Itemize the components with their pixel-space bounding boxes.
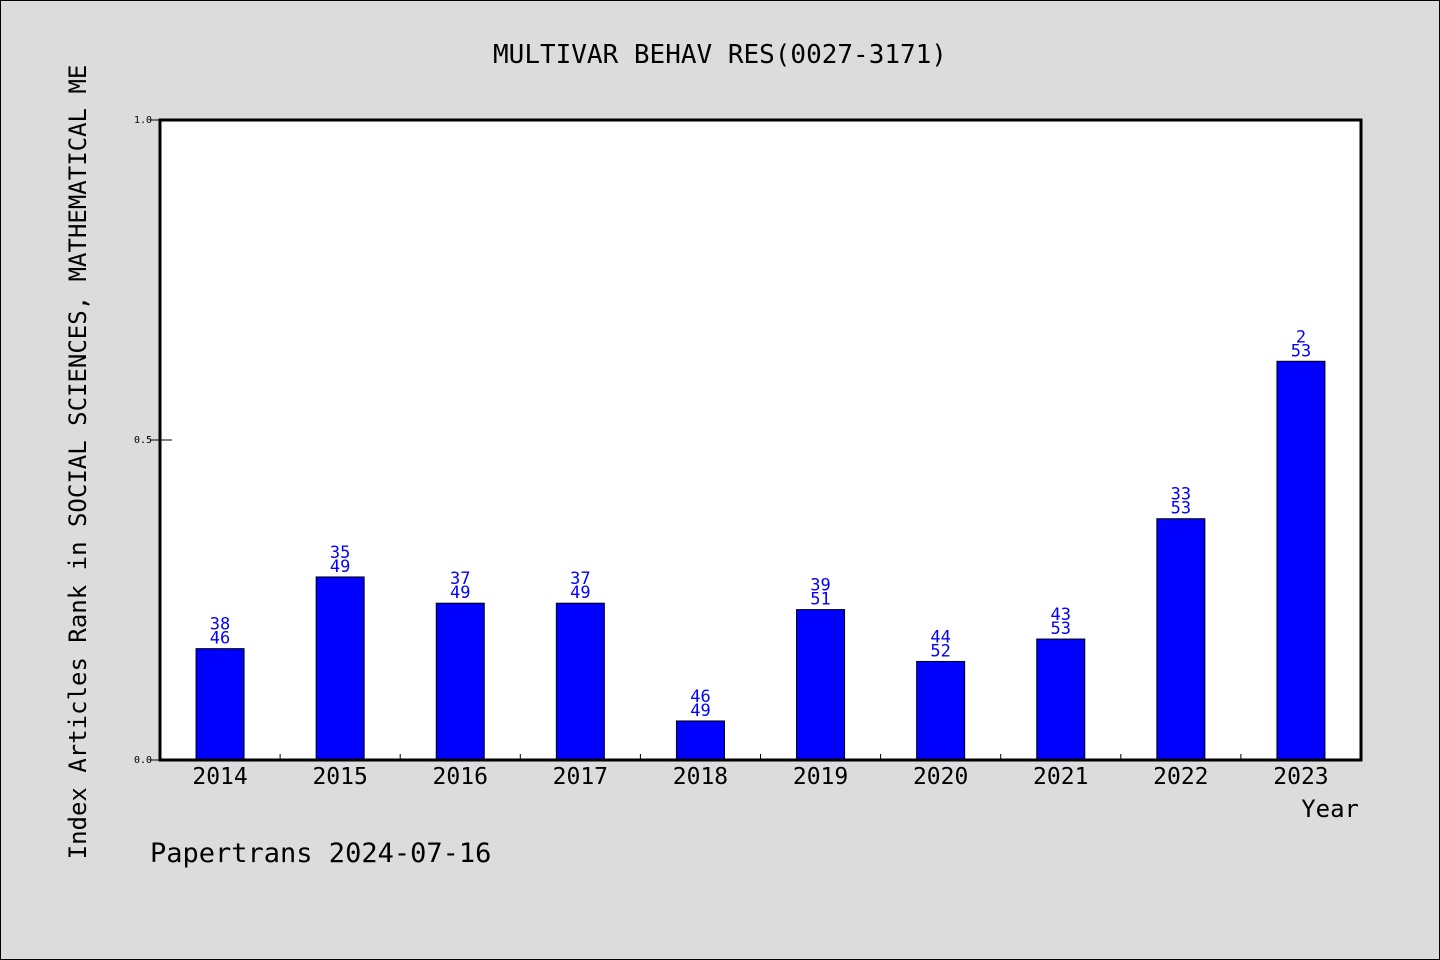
x-tick-label-2022: 2022 — [1153, 764, 1208, 790]
x-tick-label-2015: 2015 — [312, 764, 367, 790]
bar-2021 — [1036, 638, 1086, 761]
x-axis-label: Year — [1301, 795, 1359, 823]
data-label-rank-2022: 33 — [1171, 485, 1191, 505]
bars-group — [195, 360, 1326, 761]
data-label-total-2020: 52 — [930, 641, 950, 661]
data-label-total-2017: 49 — [570, 583, 590, 603]
footer-text: Papertrans 2024-07-16 — [150, 838, 491, 869]
bar-2014 — [195, 648, 245, 761]
bar-2020 — [916, 660, 966, 761]
data-label-rank-2018: 46 — [690, 687, 710, 707]
data-label-total-2014: 46 — [210, 629, 230, 649]
data-label-rank-2016: 37 — [450, 569, 470, 589]
x-tick-label-2018: 2018 — [673, 764, 728, 790]
y-tick-label-0.0: 0.0 — [134, 755, 152, 766]
x-tick-label-2019: 2019 — [793, 764, 848, 790]
y-tick-label-0.5: 0.5 — [134, 435, 152, 446]
y-ticks-group: 0.0 0.5 1.0 — [134, 115, 172, 766]
data-label-total-2023: 53 — [1291, 341, 1311, 361]
bar-2022 — [1156, 518, 1206, 761]
bar-2018 — [675, 720, 725, 761]
y-axis-label: Index Articles Rank in SOCIAL SCIENCES, … — [64, 65, 92, 860]
bar-2015 — [315, 576, 365, 761]
data-label-rank-2014: 38 — [210, 615, 230, 635]
x-tick-label-2016: 2016 — [433, 764, 488, 790]
x-ticks-group: 2014 2015 2016 2017 2018 2019 2020 2021 2022 2023 — [192, 754, 1329, 790]
bar-2016 — [435, 602, 485, 761]
x-tick-label-2020: 2020 — [913, 764, 968, 790]
data-label-rank-2019: 39 — [810, 576, 830, 596]
data-label-total-2015: 49 — [330, 557, 350, 577]
data-label-rank-2015: 35 — [330, 543, 350, 563]
data-label-total-2018: 49 — [690, 701, 710, 721]
bar-2017 — [555, 602, 605, 761]
bar-2019 — [796, 609, 846, 761]
x-tick-label-2014: 2014 — [192, 764, 247, 790]
x-tick-label-2021: 2021 — [1033, 764, 1088, 790]
y-tick-label-1.0: 1.0 — [134, 115, 152, 126]
bar-2023 — [1276, 360, 1326, 761]
data-label-rank-2020: 44 — [930, 627, 950, 647]
data-label-total-2021: 53 — [1051, 619, 1071, 639]
data-label-total-2022: 53 — [1171, 499, 1191, 519]
data-label-total-2016: 49 — [450, 583, 470, 603]
x-tick-label-2023: 2023 — [1273, 764, 1328, 790]
data-label-rank-2021: 43 — [1051, 605, 1071, 625]
chart-title: MULTIVAR BEHAV RES(0027-3171) — [493, 40, 947, 70]
x-tick-label-2017: 2017 — [553, 764, 608, 790]
data-label-total-2019: 51 — [810, 590, 830, 610]
data-label-rank-2023: 2 — [1296, 327, 1306, 347]
data-label-rank-2017: 37 — [570, 569, 590, 589]
